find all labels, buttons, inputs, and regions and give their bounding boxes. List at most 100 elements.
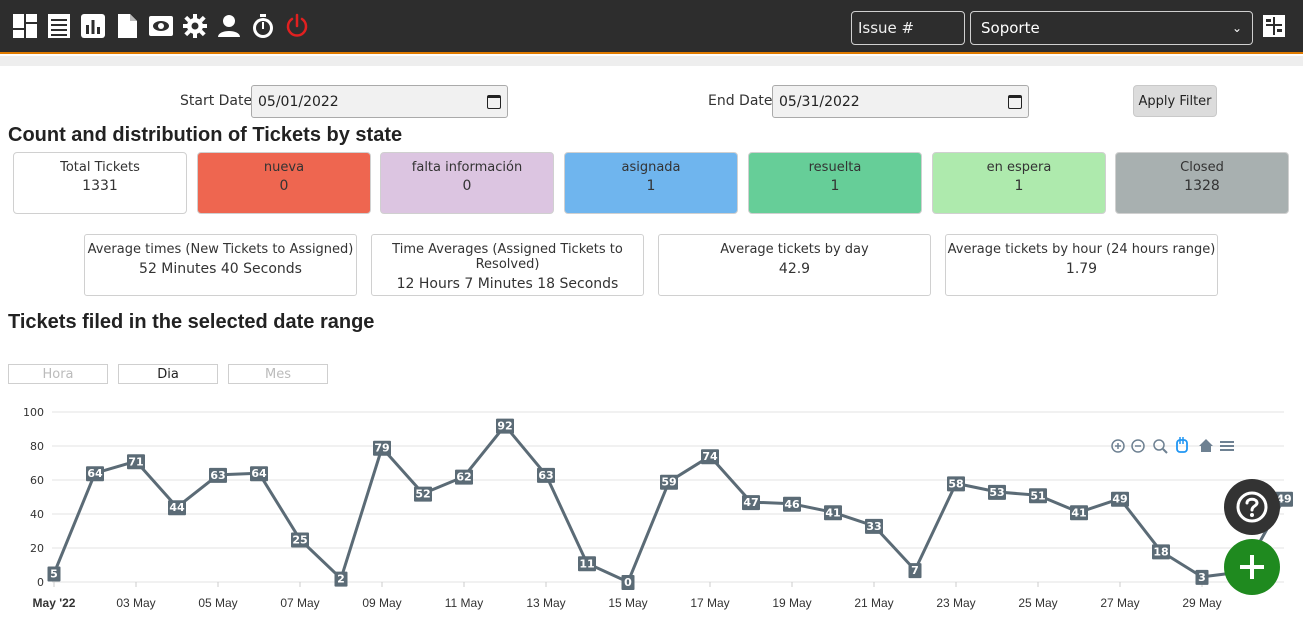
stopwatch-icon[interactable] — [249, 12, 277, 40]
start-date-input[interactable]: 05/01/2022 — [251, 85, 508, 118]
average-card-0: Average times (New Tickets to Assigned) 5… — [84, 234, 357, 296]
data-label: 51 — [1030, 489, 1045, 502]
data-label-box — [1111, 491, 1129, 507]
eye-icon[interactable] — [147, 12, 175, 40]
average-card-1: Time Averages (Assigned Tickets to Resol… — [371, 234, 644, 296]
y-tick-label: 0 — [37, 576, 44, 589]
data-label-box — [783, 496, 801, 512]
data-label: 52 — [415, 488, 430, 501]
help-button[interactable] — [1224, 479, 1280, 535]
menu-icon[interactable] — [1220, 441, 1234, 451]
state-card-label: resuelta — [808, 160, 862, 175]
state-card-label: Total Tickets — [60, 160, 140, 175]
data-label: 7 — [911, 564, 919, 577]
data-label-box — [373, 440, 391, 456]
range-hour-button[interactable]: Hora — [8, 364, 108, 384]
state-card-6[interactable]: Closed 1328 — [1115, 152, 1289, 214]
state-card-1[interactable]: nueva 0 — [197, 152, 371, 214]
x-tick-label: 15 May — [608, 596, 647, 610]
end-date-label: End Date — [708, 93, 773, 109]
apply-filter-button[interactable]: Apply Filter — [1133, 85, 1217, 117]
data-label: 79 — [374, 442, 389, 455]
data-label: 92 — [497, 420, 512, 433]
data-label: 2 — [337, 573, 345, 586]
range-month-button[interactable]: Mes — [228, 364, 328, 384]
end-date-input[interactable]: 05/31/2022 — [772, 85, 1029, 118]
project-select-value: Soporte — [981, 19, 1040, 37]
zoom-out-icon[interactable] — [1131, 439, 1145, 453]
expand-icon[interactable] — [1262, 14, 1286, 38]
list-icon[interactable] — [45, 12, 73, 40]
average-card-label: Average times (New Tickets to Assigned) — [87, 242, 354, 257]
data-label: 71 — [128, 455, 143, 468]
x-tick-label: 11 May — [445, 596, 483, 610]
data-label-box — [824, 505, 842, 521]
state-card-value: 0 — [279, 178, 289, 194]
state-card-value: 1 — [1014, 178, 1024, 194]
home-icon[interactable] — [1199, 439, 1213, 452]
series-line — [52, 424, 1286, 584]
dashboard-icon[interactable] — [11, 12, 39, 40]
state-card-value: 1331 — [82, 178, 118, 194]
average-card-value: 12 Hours 7 Minutes 18 Seconds — [396, 276, 619, 292]
chevron-down-icon: ⌄ — [1231, 21, 1242, 35]
average-card-3: Average tickets by hour (24 hours range)… — [945, 234, 1218, 296]
x-tick-label: 03 May — [116, 596, 155, 610]
data-label-box — [496, 418, 514, 434]
x-tick-label: 23 May — [936, 596, 975, 610]
state-card-2[interactable]: falta información 0 — [380, 152, 554, 214]
add-ticket-button[interactable] — [1224, 539, 1280, 595]
user-icon[interactable] — [215, 12, 243, 40]
state-card-value: 0 — [462, 178, 472, 194]
document-icon[interactable] — [113, 12, 141, 40]
average-card-value: 52 Minutes 40 Seconds — [139, 261, 302, 277]
plus-icon — [1240, 555, 1264, 579]
state-card-0[interactable]: Total Tickets 1331 — [13, 152, 187, 214]
range-day-button[interactable]: Dia — [118, 364, 218, 384]
data-label: 3 — [1198, 571, 1206, 584]
data-label-box — [1029, 488, 1047, 504]
zoom-select-icon[interactable] — [1153, 439, 1168, 454]
reports-icon[interactable] — [79, 12, 107, 40]
average-card-label: Time Averages (Assigned Tickets to Resol… — [392, 242, 623, 272]
data-label: 58 — [948, 477, 963, 490]
data-label: 46 — [784, 498, 800, 511]
data-label: 41 — [1071, 506, 1086, 519]
data-label: 18 — [1153, 545, 1168, 558]
state-card-4[interactable]: resuelta 1 — [748, 152, 922, 214]
data-label: 5 — [50, 568, 58, 581]
zoom-in-icon[interactable] — [1111, 439, 1125, 453]
x-tick-label: May '22 — [33, 596, 76, 610]
data-label: 25 — [292, 534, 307, 547]
x-tick-label: 29 May — [1182, 596, 1221, 610]
data-label-box — [291, 532, 309, 548]
y-tick-label: 80 — [30, 440, 44, 453]
data-label-box — [334, 571, 348, 587]
data-label: 41 — [825, 506, 840, 519]
data-label-box — [209, 467, 227, 483]
state-card-3[interactable]: asignada 1 — [564, 152, 738, 214]
pan-icon[interactable] — [1176, 437, 1188, 453]
states-title: Count and distribution of Tickets by sta… — [8, 124, 403, 146]
project-select[interactable]: Soporte ⌄ — [970, 11, 1253, 45]
power-icon[interactable] — [283, 12, 311, 40]
top-navbar: Soporte ⌄ — [0, 0, 1303, 54]
state-card-value: 1 — [646, 178, 656, 194]
y-tick-label: 60 — [30, 474, 44, 487]
calendar-icon[interactable] — [487, 94, 501, 109]
data-label: 63 — [210, 469, 225, 482]
data-label: 53 — [989, 486, 1004, 499]
gear-icon[interactable] — [181, 12, 209, 40]
average-card-label: Average tickets by hour (24 hours range) — [947, 242, 1216, 257]
data-label-box — [701, 449, 719, 465]
issue-number-input[interactable] — [851, 11, 965, 45]
x-tick-label: 19 May — [772, 596, 811, 610]
state-card-label: en espera — [986, 160, 1052, 175]
state-card-5[interactable]: en espera 1 — [932, 152, 1106, 214]
data-label: 62 — [456, 471, 471, 484]
calendar-icon[interactable] — [1008, 94, 1022, 109]
data-label-box — [660, 474, 678, 490]
start-date-value: 05/01/2022 — [258, 93, 339, 110]
data-label-box — [455, 469, 473, 485]
